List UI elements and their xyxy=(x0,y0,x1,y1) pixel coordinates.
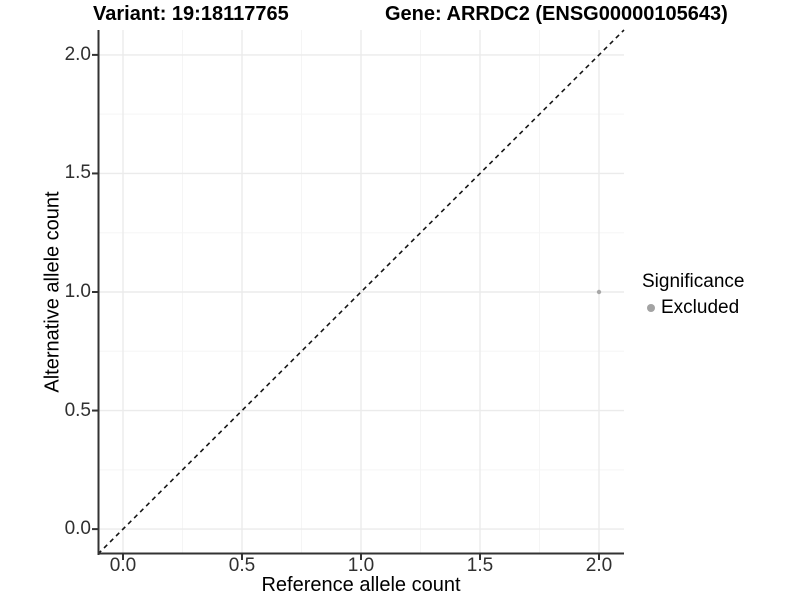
x-axis-title: Reference allele count xyxy=(261,574,461,596)
legend: Significance Excluded xyxy=(642,271,744,319)
x-tick-label: 1.5 xyxy=(466,555,494,576)
legend-title: Significance xyxy=(642,271,745,292)
y-tick-label: 1.5 xyxy=(64,162,91,184)
plot-title-variant: Variant: 19:18117765 xyxy=(93,3,289,25)
y-tick-label: 0.0 xyxy=(64,518,91,540)
legend-item-excluded: Excluded xyxy=(642,296,744,319)
excluded-point-icon xyxy=(647,303,655,312)
legend-item-label: Excluded xyxy=(661,297,740,318)
plot-title-gene: Gene: ARRDC2 (ENSG00000105643) xyxy=(385,3,728,25)
y-tick-label: 2.0 xyxy=(64,43,91,65)
data-point xyxy=(596,289,602,295)
y-tick-label: 0.5 xyxy=(64,399,91,421)
x-tick-label: 0.0 xyxy=(109,555,137,576)
y-axis-title: Alternative allele count xyxy=(41,191,64,393)
legend-key xyxy=(642,299,660,317)
y-tick-label: 1.0 xyxy=(64,281,91,302)
x-tick-label: 0.5 xyxy=(228,555,256,576)
x-tick-label: 2.0 xyxy=(585,555,613,576)
x-tick-label: 1.0 xyxy=(347,555,375,576)
